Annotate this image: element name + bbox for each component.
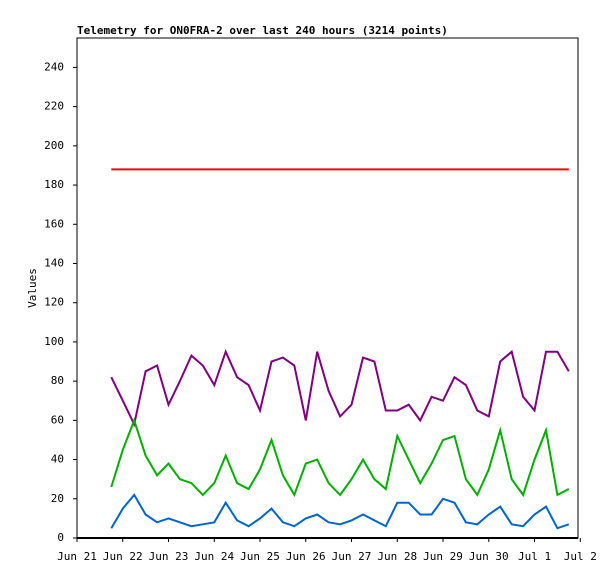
x-tick-label: Jun 25 xyxy=(240,550,280,563)
x-tick-label: Jul 1 xyxy=(518,550,551,563)
x-tick-label: Jul 2 xyxy=(564,550,597,563)
series-line xyxy=(110,417,570,498)
y-tick-label: 200 xyxy=(44,139,64,152)
y-tick-label: 20 xyxy=(51,492,64,505)
x-tick-label: Jun 24 xyxy=(194,550,234,563)
y-tick-label: 140 xyxy=(44,256,64,269)
x-tick-label: Jun 23 xyxy=(149,550,189,563)
x-tick-label: Jun 22 xyxy=(103,550,143,563)
plot-frame xyxy=(76,37,579,539)
y-tick-label: 60 xyxy=(51,413,64,426)
series-line xyxy=(110,493,570,530)
x-tick-label: Jun 28 xyxy=(377,550,417,563)
y-axis-label: Values xyxy=(26,268,39,308)
x-tick-label: Jun 21 xyxy=(57,550,97,563)
y-tick-label: 80 xyxy=(51,374,64,387)
y-tick-label: 160 xyxy=(44,217,64,230)
x-tick-label: Jun 26 xyxy=(286,550,326,563)
y-tick-label: 40 xyxy=(51,453,64,466)
chart-title: Telemetry for ON0FRA-2 over last 240 hou… xyxy=(77,24,448,37)
y-tick-label: 240 xyxy=(44,60,64,73)
y-tick-label: 220 xyxy=(44,100,64,113)
y-tick-label: 100 xyxy=(44,335,64,348)
x-tick-label: Jun 29 xyxy=(423,550,463,563)
x-tick-label: Jun 27 xyxy=(332,550,372,563)
y-tick-label: 180 xyxy=(44,178,64,191)
x-tick-label: Jun 30 xyxy=(469,550,509,563)
series-line xyxy=(110,348,570,428)
y-tick-label: 0 xyxy=(57,531,64,544)
y-tick-label: 120 xyxy=(44,296,64,309)
